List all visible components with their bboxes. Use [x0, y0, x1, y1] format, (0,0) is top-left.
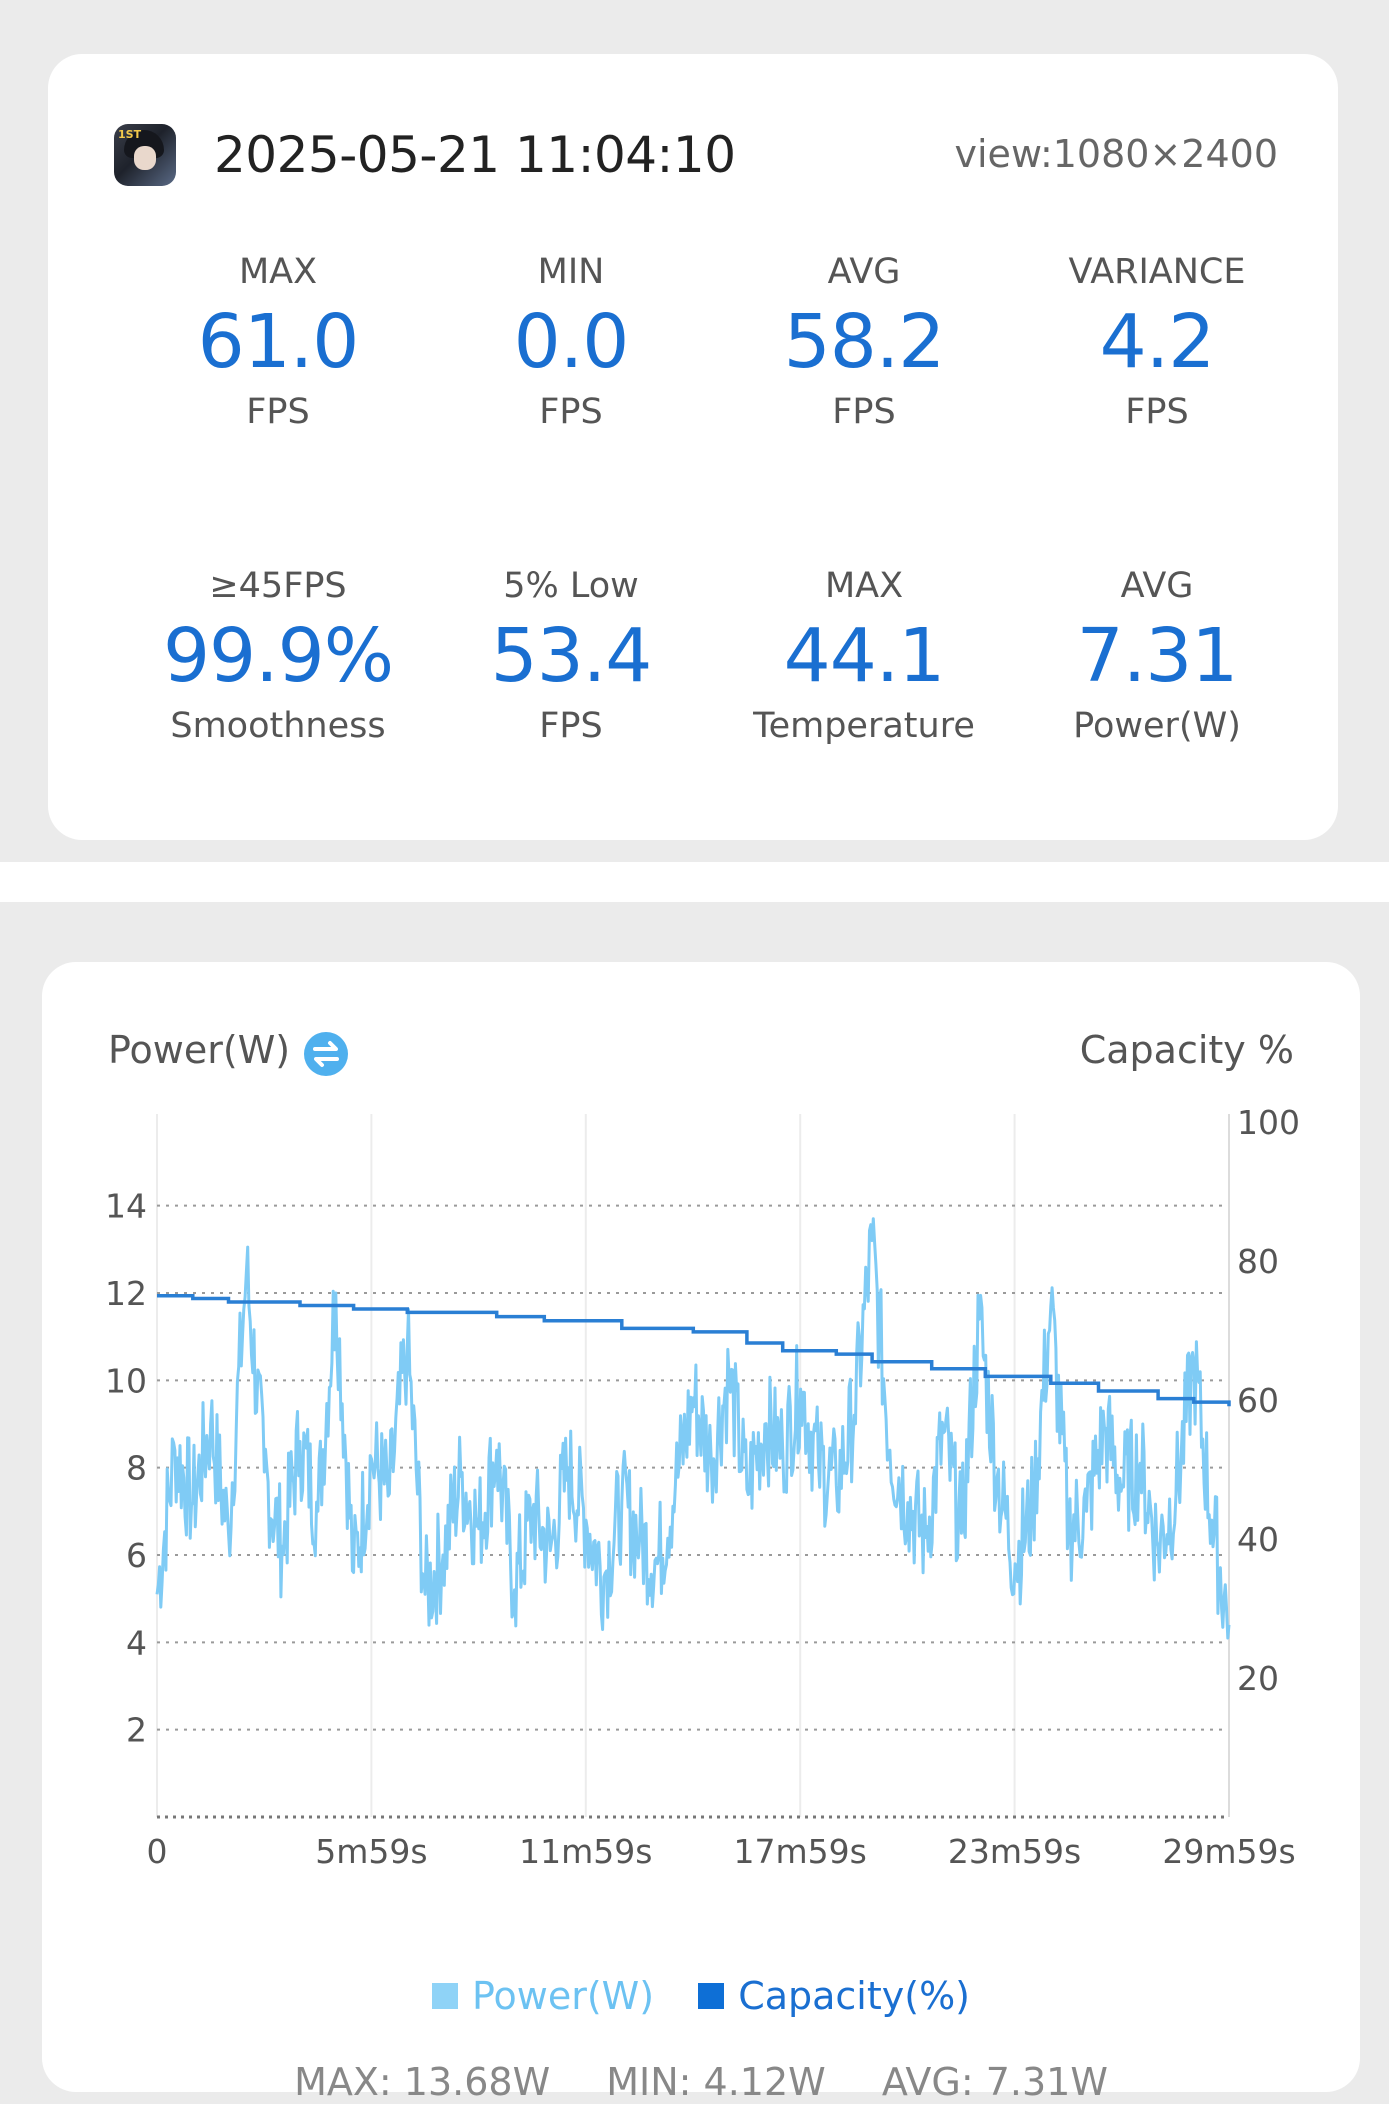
stat-4: VARIANCE 4.2 FPS: [1027, 250, 1287, 434]
x-tick-label: 5m59s: [315, 1832, 427, 1871]
stat-value: 4.2: [1099, 299, 1216, 385]
stat-unit: FPS: [539, 392, 603, 432]
y-left-tick-label: 6: [126, 1536, 147, 1575]
chart-legend: Power(W) Capacity(%): [42, 1974, 1360, 2018]
legend-label-power: Power(W): [471, 1974, 655, 2018]
stat-value: 44.1: [783, 613, 946, 699]
session-date-time: 2025-05-21 11:04:10: [214, 126, 736, 184]
x-tick-label: 0: [147, 1832, 168, 1871]
stat-value: 99.9%: [162, 613, 394, 699]
stat-unit: FPS: [1125, 392, 1189, 432]
stat-1: MAX 61.0 FPS: [148, 250, 408, 434]
stat-label: ≥45FPS: [209, 566, 347, 606]
y-left-tick-label: 4: [126, 1623, 147, 1662]
stat-label: VARIANCE: [1068, 252, 1246, 292]
stat-label: AVG: [1120, 566, 1194, 606]
capacity-series-line: [157, 1294, 1231, 1407]
power-series-line: [155, 1217, 1231, 1640]
stats-card: 1ST 2025-05-21 11:04:10 view:1080×2400 M…: [48, 54, 1338, 840]
legend-label-capacity: Capacity(%): [738, 1974, 971, 2018]
stat-6: 5% Low 53.4 FPS: [441, 564, 701, 748]
power-capacity-chart: 0 5m59s 11m59s 17m59s 23m59s 29m59s 2 4 6 8 10 12 14…: [105, 1103, 1300, 1871]
stat-unit: Power(W): [1073, 706, 1241, 746]
stat-value: 53.4: [490, 613, 653, 699]
divider-band: [0, 862, 1389, 902]
x-tick-label: 23m59s: [948, 1832, 1081, 1871]
y-right-tick-label: 80: [1237, 1242, 1279, 1281]
stat-8: AVG 7.31 Power(W): [1027, 564, 1287, 748]
stat-unit: FPS: [539, 706, 603, 746]
stat-unit: FPS: [832, 392, 896, 432]
stat-value: 58.2: [783, 299, 946, 385]
x-tick-label: 11m59s: [519, 1832, 652, 1871]
chart-title-capacity: Capacity %: [1079, 1028, 1294, 1072]
stat-5: ≥45FPS 99.9% Smoothness: [148, 564, 408, 748]
stat-value: 0.0: [513, 299, 630, 385]
stat-value: 61.0: [197, 299, 360, 385]
stat-label: 5% Low: [503, 566, 639, 606]
y-right-tick-label: 60: [1237, 1381, 1279, 1420]
stat-label: MAX: [824, 566, 904, 606]
power-summary: MAX: 13.68W MIN: 4.12W AVG: 7.31W: [42, 2060, 1360, 2104]
y-left-tick-label: 2: [126, 1711, 147, 1750]
y-right-tick-label: 20: [1237, 1659, 1279, 1698]
summary-max: MAX: 13.68W: [294, 2060, 551, 2104]
x-tick-label: 17m59s: [734, 1832, 867, 1871]
swap-axis-icon[interactable]: [304, 1032, 348, 1076]
stat-3: AVG 58.2 FPS: [734, 250, 994, 434]
stat-label: AVG: [827, 252, 901, 292]
view-resolution: view:1080×2400: [954, 132, 1278, 176]
chart-title-power: Power(W): [108, 1028, 291, 1072]
y-left-tick-label: 12: [105, 1274, 147, 1313]
stat-label: MIN: [537, 252, 605, 292]
stat-2: MIN 0.0 FPS: [441, 250, 701, 434]
summary-min: MIN: 4.12W: [606, 2060, 826, 2104]
game-app-icon: 1ST: [114, 124, 176, 186]
summary-avg: AVG: 7.31W: [881, 2060, 1108, 2104]
x-tick-label: 29m59s: [1162, 1832, 1295, 1871]
stat-7: MAX 44.1 Temperature: [734, 564, 994, 748]
legend-swatch-capacity: [698, 1983, 725, 2009]
y-left-tick-label: 8: [126, 1449, 147, 1488]
legend-swatch-power: [431, 1983, 458, 2009]
legend-item-capacity[interactable]: Capacity(%): [698, 1974, 970, 2018]
y-left-tick-label: 10: [105, 1361, 147, 1400]
y-right-tick-label: 40: [1237, 1520, 1279, 1559]
y-right-tick-label: 100: [1237, 1103, 1300, 1142]
stat-label: MAX: [238, 252, 318, 292]
legend-item-power[interactable]: Power(W): [431, 1974, 655, 2018]
stat-unit: Temperature: [753, 706, 975, 746]
y-left-tick-label: 14: [105, 1187, 147, 1226]
stat-unit: Smoothness: [170, 706, 386, 746]
stat-unit: FPS: [246, 392, 310, 432]
stat-value: 7.31: [1076, 613, 1239, 699]
power-chart-card: Power(W) Capacity % 0 5m59s 11m59s 17m59s 23…: [42, 962, 1360, 2104]
